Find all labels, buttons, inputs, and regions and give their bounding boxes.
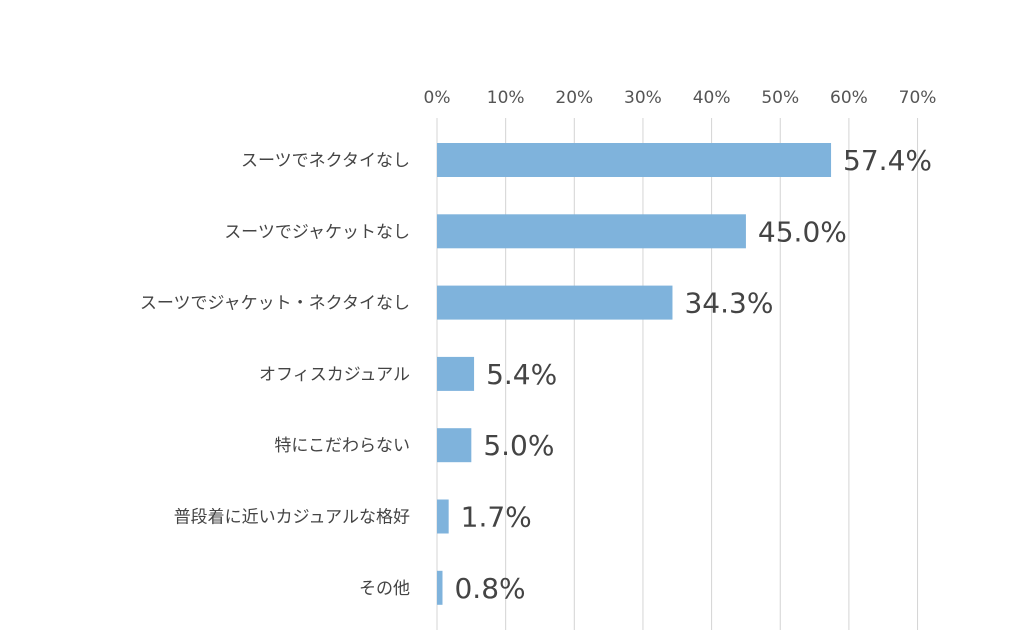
x-tick-label: 30% (624, 88, 662, 108)
data-label: 5.0% (483, 429, 554, 462)
grid-lines (436, 118, 919, 630)
data-label: 45.0% (758, 215, 847, 248)
category-label: 特にこだわらない (274, 436, 410, 456)
bars (437, 143, 832, 605)
x-tick-label: 10% (487, 88, 525, 108)
category-label: 普段着に近いカジュアルな格好 (174, 508, 410, 528)
bar (437, 428, 472, 463)
bar (437, 214, 746, 249)
category-label: スーツでネクタイなし (241, 151, 410, 171)
category-label: その他 (359, 579, 410, 599)
bar (437, 356, 475, 391)
data-label: 57.4% (843, 144, 932, 177)
x-tick-label: 40% (693, 88, 731, 108)
x-axis-ticks: 0% 10% 20% 30% 40% 50% 60% 70% (424, 88, 937, 108)
bar (437, 143, 832, 177)
data-label: 1.7% (461, 501, 532, 534)
bar (437, 499, 449, 534)
x-tick-label: 60% (830, 88, 868, 108)
data-label: 0.8% (454, 572, 525, 605)
bar (437, 570, 443, 605)
category-label: スーツでジャケット・ネクタイなし (140, 294, 410, 314)
category-label: スーツでジャケットなし (224, 222, 410, 242)
value-labels: 57.4% 45.0% 34.3% 5.4% 5.0% 1.7% 0.8% (454, 144, 932, 605)
category-labels: スーツでネクタイなしスーツでジャケットなしスーツでジャケット・ネクタイなしオフィ… (140, 151, 410, 599)
x-tick-label: 70% (899, 88, 937, 108)
x-tick-label: 20% (555, 88, 593, 108)
x-tick-label: 0% (424, 88, 451, 108)
data-label: 34.3% (684, 287, 773, 320)
x-tick-label: 50% (761, 88, 799, 108)
category-label: オフィスカジュアル (259, 365, 410, 385)
bar (437, 285, 673, 320)
data-label: 5.4% (486, 358, 557, 391)
